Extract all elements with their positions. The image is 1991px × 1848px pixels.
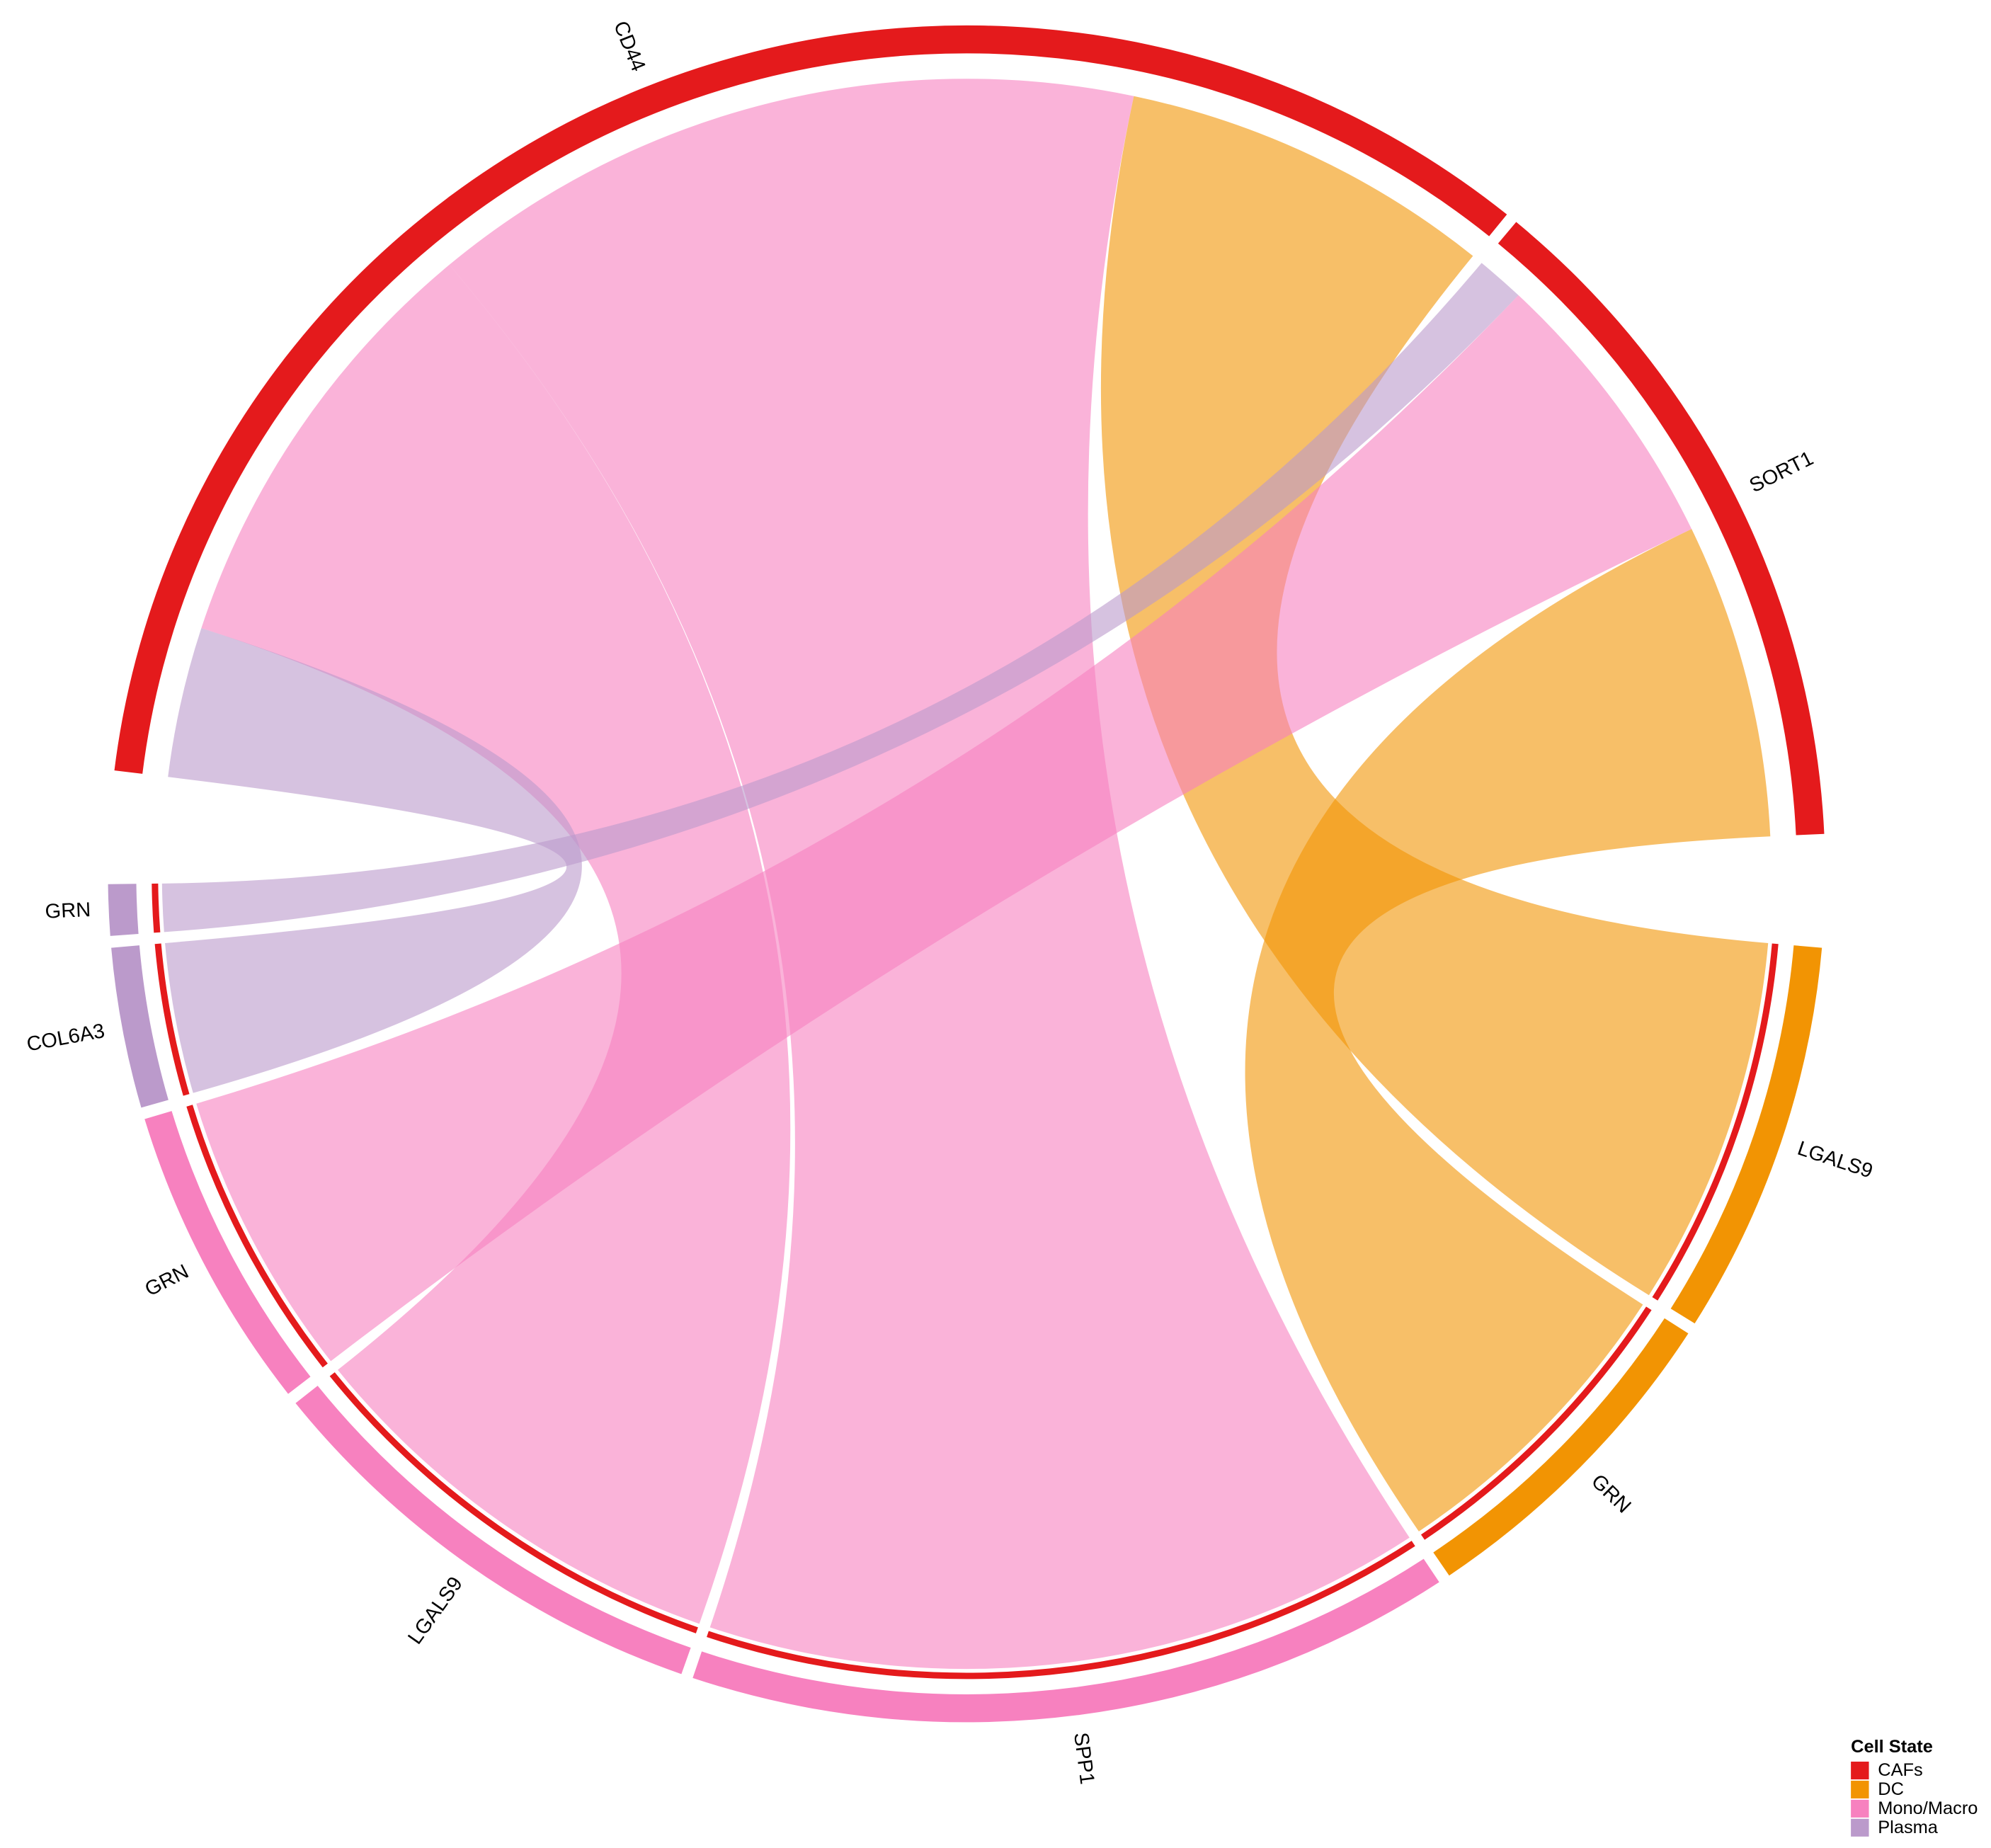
sector-label: COL6A3 (25, 1020, 106, 1056)
chord (165, 628, 582, 1093)
chord (1100, 96, 1769, 1296)
receiver-track (154, 943, 190, 1096)
sector-track (1433, 1318, 1689, 1576)
sector-track (144, 1111, 311, 1394)
sector-label: LGALS9 (1795, 1137, 1876, 1183)
sector-label: SPP1 (1069, 1731, 1098, 1786)
sector-label: GRN (1587, 1470, 1636, 1517)
legend-swatch (1851, 1762, 1869, 1780)
sector-track (108, 884, 139, 936)
sector-label: GRN (142, 1260, 193, 1301)
sector-track (692, 1558, 1439, 1723)
legend-label: DC (1878, 1779, 1904, 1799)
chord (1245, 529, 1771, 1532)
sector-track (111, 945, 169, 1108)
sector-label: CD44 (609, 18, 650, 74)
legend-swatch (1851, 1818, 1869, 1837)
legend-label: CAFs (1878, 1760, 1923, 1780)
sector-track (1497, 222, 1825, 835)
legend-title: Cell State (1851, 1737, 1933, 1757)
chord (201, 264, 791, 1624)
legend-swatch (1851, 1799, 1869, 1818)
chords (161, 79, 1771, 1670)
sector-track (295, 1386, 691, 1675)
chord (196, 295, 1692, 1362)
sector-label: LGALS9 (404, 1573, 467, 1648)
sector-label: SORT1 (1746, 447, 1818, 497)
receiver-track (152, 883, 161, 933)
sector-track (1670, 945, 1822, 1324)
sector-track (114, 25, 1507, 774)
legend-label: Plasma (1878, 1818, 1939, 1837)
tracks (108, 25, 1825, 1723)
legend-label: Mono/Macro (1878, 1798, 1978, 1818)
receiver-track (186, 1105, 328, 1368)
legend-swatch (1851, 1780, 1869, 1799)
sector-label: GRN (45, 899, 91, 923)
